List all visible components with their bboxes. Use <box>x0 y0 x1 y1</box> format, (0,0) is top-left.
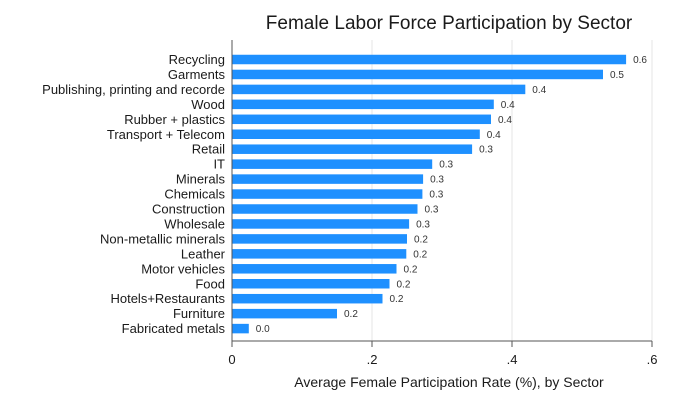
data-labels: 0.6 0.5 0.4 0.4 0.4 0.4 0.3 0.3 0.3 0.3 0.3 0.3 0.2 0… <box>256 55 648 335</box>
data-label: 0.4 <box>487 130 501 141</box>
bar <box>232 54 627 65</box>
data-label: 0.2 <box>397 279 411 290</box>
category-label: Leather <box>181 246 226 261</box>
data-label: 0.4 <box>501 100 515 111</box>
category-label: Retail <box>192 142 225 157</box>
data-label: 0.3 <box>416 219 430 230</box>
bar <box>232 99 494 110</box>
bar <box>232 249 407 259</box>
data-label: 0.5 <box>610 70 624 81</box>
bar <box>232 144 473 154</box>
category-label: Publishing, printing and recorde <box>42 82 225 97</box>
bar <box>232 189 423 199</box>
bar <box>232 159 433 169</box>
x-tick-label: .2 <box>367 352 378 367</box>
bar <box>232 84 526 95</box>
data-label: 0.6 <box>633 55 647 66</box>
data-label: 0.3 <box>429 190 443 201</box>
bar <box>232 174 424 184</box>
data-label: 0.3 <box>430 175 444 186</box>
category-label: Rubber + plastics <box>124 112 225 127</box>
category-label: IT <box>213 157 225 172</box>
x-axis-label: Average Female Participation Rate (%), b… <box>294 374 604 390</box>
category-label: Construction <box>152 202 225 217</box>
bar <box>232 114 491 125</box>
category-label: Recycling <box>169 52 225 67</box>
data-label: 0.2 <box>404 264 418 275</box>
bar <box>232 308 337 319</box>
category-label: Food <box>195 276 225 291</box>
x-ticks: 0 .2 .4 .6 <box>228 341 657 367</box>
bar <box>232 69 603 80</box>
data-label: 0.2 <box>414 234 428 245</box>
data-label: 0.0 <box>256 324 270 335</box>
x-tick-label: .6 <box>647 352 658 367</box>
data-label: 0.4 <box>498 115 512 126</box>
category-label: Chemicals <box>164 187 225 202</box>
bar <box>232 219 410 229</box>
category-label: Wood <box>191 97 225 112</box>
data-label: 0.3 <box>425 205 439 216</box>
bars <box>232 54 627 334</box>
bar <box>232 234 407 244</box>
category-label: Furniture <box>173 306 225 321</box>
category-label: Garments <box>168 67 226 82</box>
bar <box>232 279 390 289</box>
bar <box>232 323 249 334</box>
bar <box>232 293 383 304</box>
category-label: Wholesale <box>164 216 225 231</box>
category-label: Hotels+Restaurants <box>110 291 225 306</box>
x-tick-label: 0 <box>228 352 235 367</box>
data-label: 0.3 <box>439 160 453 171</box>
data-label: 0.2 <box>413 249 427 260</box>
bar <box>232 129 480 139</box>
category-label: Transport + Telecom <box>107 127 225 142</box>
category-label: Motor vehicles <box>141 261 225 276</box>
data-label: 0.3 <box>479 145 493 156</box>
chart-title: Female Labor Force Participation by Sect… <box>266 13 633 34</box>
data-label: 0.2 <box>390 294 404 305</box>
category-label: Non-metallic minerals <box>100 231 225 246</box>
category-label: Minerals <box>176 172 226 187</box>
bar <box>232 204 418 214</box>
category-label: Fabricated metals <box>122 321 226 336</box>
data-label: 0.4 <box>532 85 546 96</box>
data-label: 0.2 <box>344 309 358 320</box>
x-tick-label: .4 <box>507 352 518 367</box>
bar <box>232 264 397 274</box>
